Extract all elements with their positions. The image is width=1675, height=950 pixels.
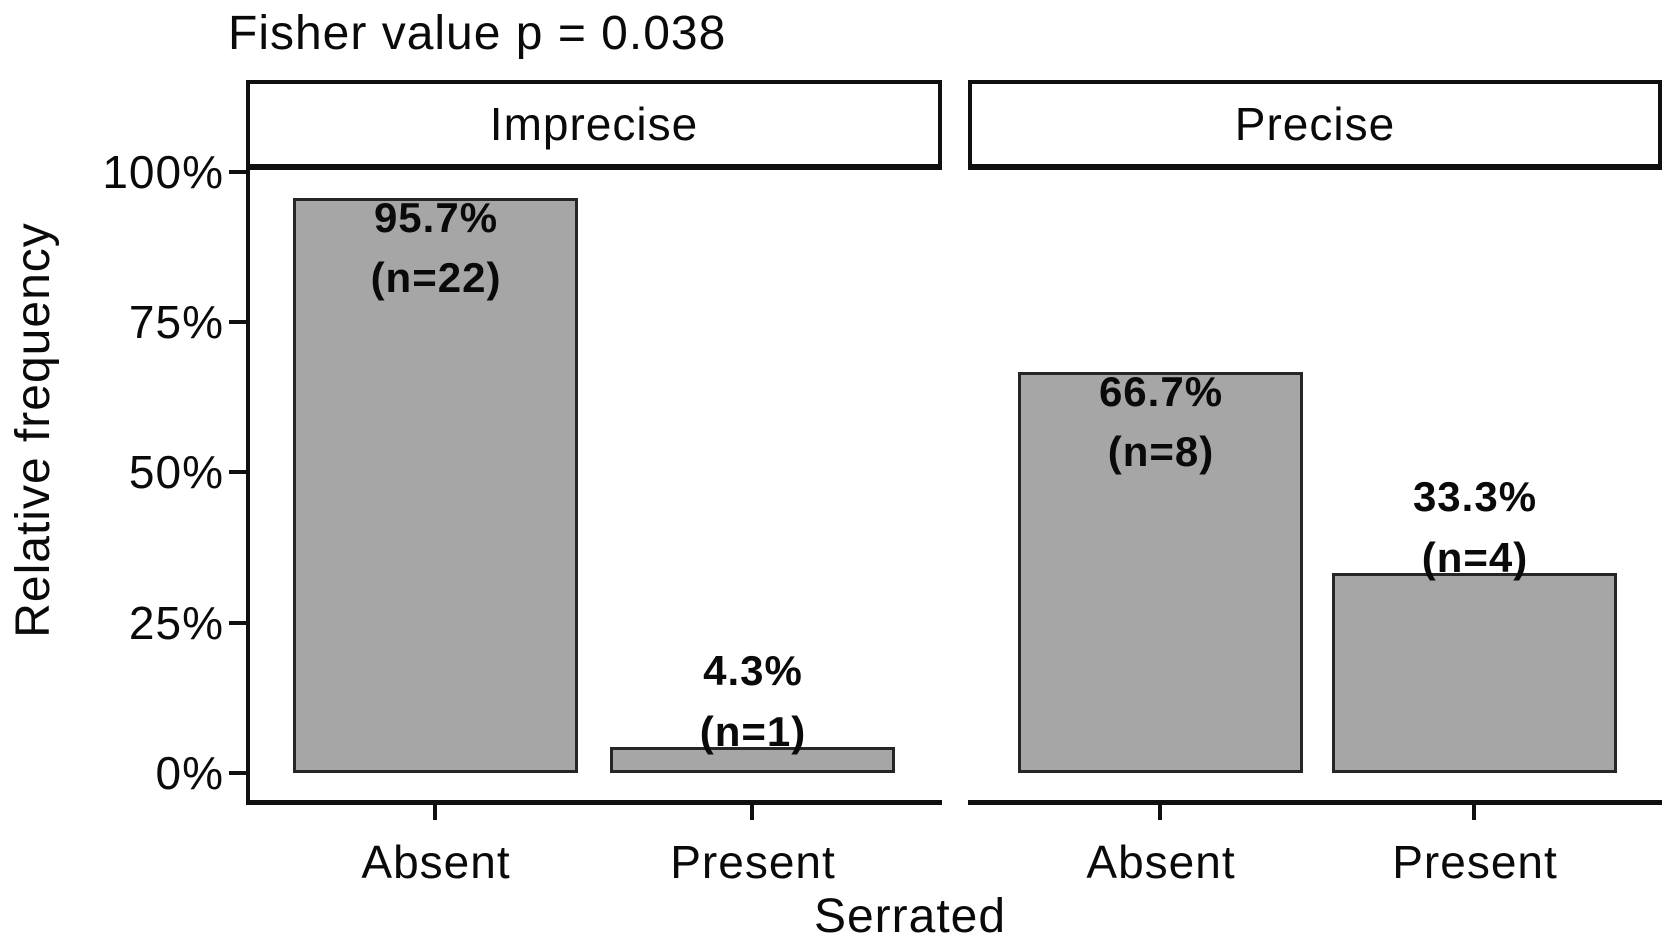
facet-strip-label: Imprecise: [489, 98, 699, 150]
bar-value-label: 33.3%: [1412, 473, 1538, 520]
bar-imprecise-present: [610, 747, 895, 773]
x-axis-title: Serrated: [813, 890, 1007, 943]
y-tick-label: 25%: [128, 597, 224, 649]
y-tick-mark: [229, 470, 246, 474]
y-axis-title: Relative frequency: [7, 222, 60, 638]
x-category-label-absent: Absent: [361, 836, 511, 888]
y-axis-line: [246, 170, 250, 805]
x-category-label-present: Present: [1392, 836, 1558, 888]
y-tick-mark: [229, 170, 246, 174]
bar-precise-absent: [1018, 372, 1303, 773]
y-tick-label: 0%: [155, 747, 224, 799]
bar-count-label: (n=1): [699, 708, 807, 755]
bar-count-label: (n=4): [1421, 534, 1529, 581]
x-category-label-present: Present: [670, 836, 836, 888]
chart-title: Fisher value p = 0.038: [228, 7, 727, 60]
bar-value-label: 4.3%: [703, 647, 803, 694]
x-tick-mark: [750, 805, 754, 820]
bar-precise-present: [1332, 573, 1617, 773]
y-tick-mark: [229, 320, 246, 324]
facet-strip-label: Precise: [1234, 98, 1396, 150]
bar-imprecise-absent: [293, 198, 578, 773]
y-tick-label: 75%: [128, 296, 224, 348]
x-tick-mark: [433, 805, 437, 820]
bar-value-label: 95.7%: [373, 194, 499, 241]
y-tick-label: 100%: [102, 146, 224, 198]
y-tick-mark: [229, 621, 246, 625]
x-category-label-absent: Absent: [1086, 836, 1236, 888]
y-tick-label: 50%: [128, 446, 224, 498]
facet-strip-precise: Precise: [968, 80, 1662, 170]
bar-count-label: (n=8): [1107, 428, 1215, 475]
bar-value-label: 66.7%: [1098, 368, 1224, 415]
x-tick-mark: [1158, 805, 1162, 820]
bar-count-label: (n=22): [370, 254, 502, 301]
x-axis-line-precise: [968, 800, 1662, 805]
x-axis-line-imprecise: [246, 800, 942, 805]
facet-strip-imprecise: Imprecise: [246, 80, 942, 170]
y-tick-mark: [229, 771, 246, 775]
x-tick-mark: [1472, 805, 1476, 820]
